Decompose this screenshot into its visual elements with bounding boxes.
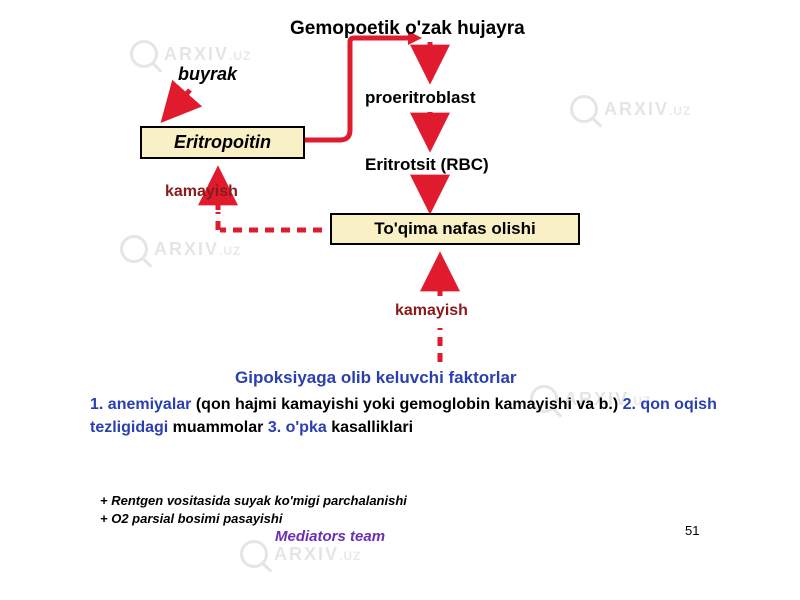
factor-1-text: (qon hajmi kamayishi yoki gemoglobin kam…	[196, 396, 623, 413]
factor-2-text: muammolar	[173, 419, 268, 436]
factors-title: Gipoksiyaga olib keluvchi faktorlar	[235, 368, 517, 388]
node-toqima-box: To'qima nafas olishi	[330, 213, 580, 245]
node-proeritroblast: proeritroblast	[365, 88, 476, 108]
mediators-team: Mediators team	[275, 528, 385, 545]
kamayish-1: kamayish	[165, 183, 238, 201]
watermark: ARXIV.UZ	[570, 95, 691, 123]
page-number: 51	[685, 523, 699, 538]
node-eritropoitin-box: Eritropoitin	[140, 126, 305, 159]
node-top: Gemopoetik o'zak hujayra	[290, 18, 525, 40]
footnote-b: + O2 parsial bosimi pasayishi	[100, 511, 282, 526]
node-buyrak: buyrak	[178, 64, 237, 85]
factors-body: 1. anemiyalar (qon hajmi kamayishi yoki …	[90, 393, 730, 439]
factor-1-num: 1. anemiyalar	[90, 396, 196, 413]
watermark: ARXIV.UZ	[120, 235, 241, 263]
footnote-a: + Rentgen vositasida suyak ko'migi parch…	[100, 493, 407, 508]
factor-3-num: 3. o'pka	[268, 419, 331, 436]
factor-3-text: kasalliklari	[331, 419, 413, 436]
node-eritrotsit: Eritrotsit (RBC)	[365, 155, 489, 175]
kamayish-2: kamayish	[395, 302, 468, 320]
